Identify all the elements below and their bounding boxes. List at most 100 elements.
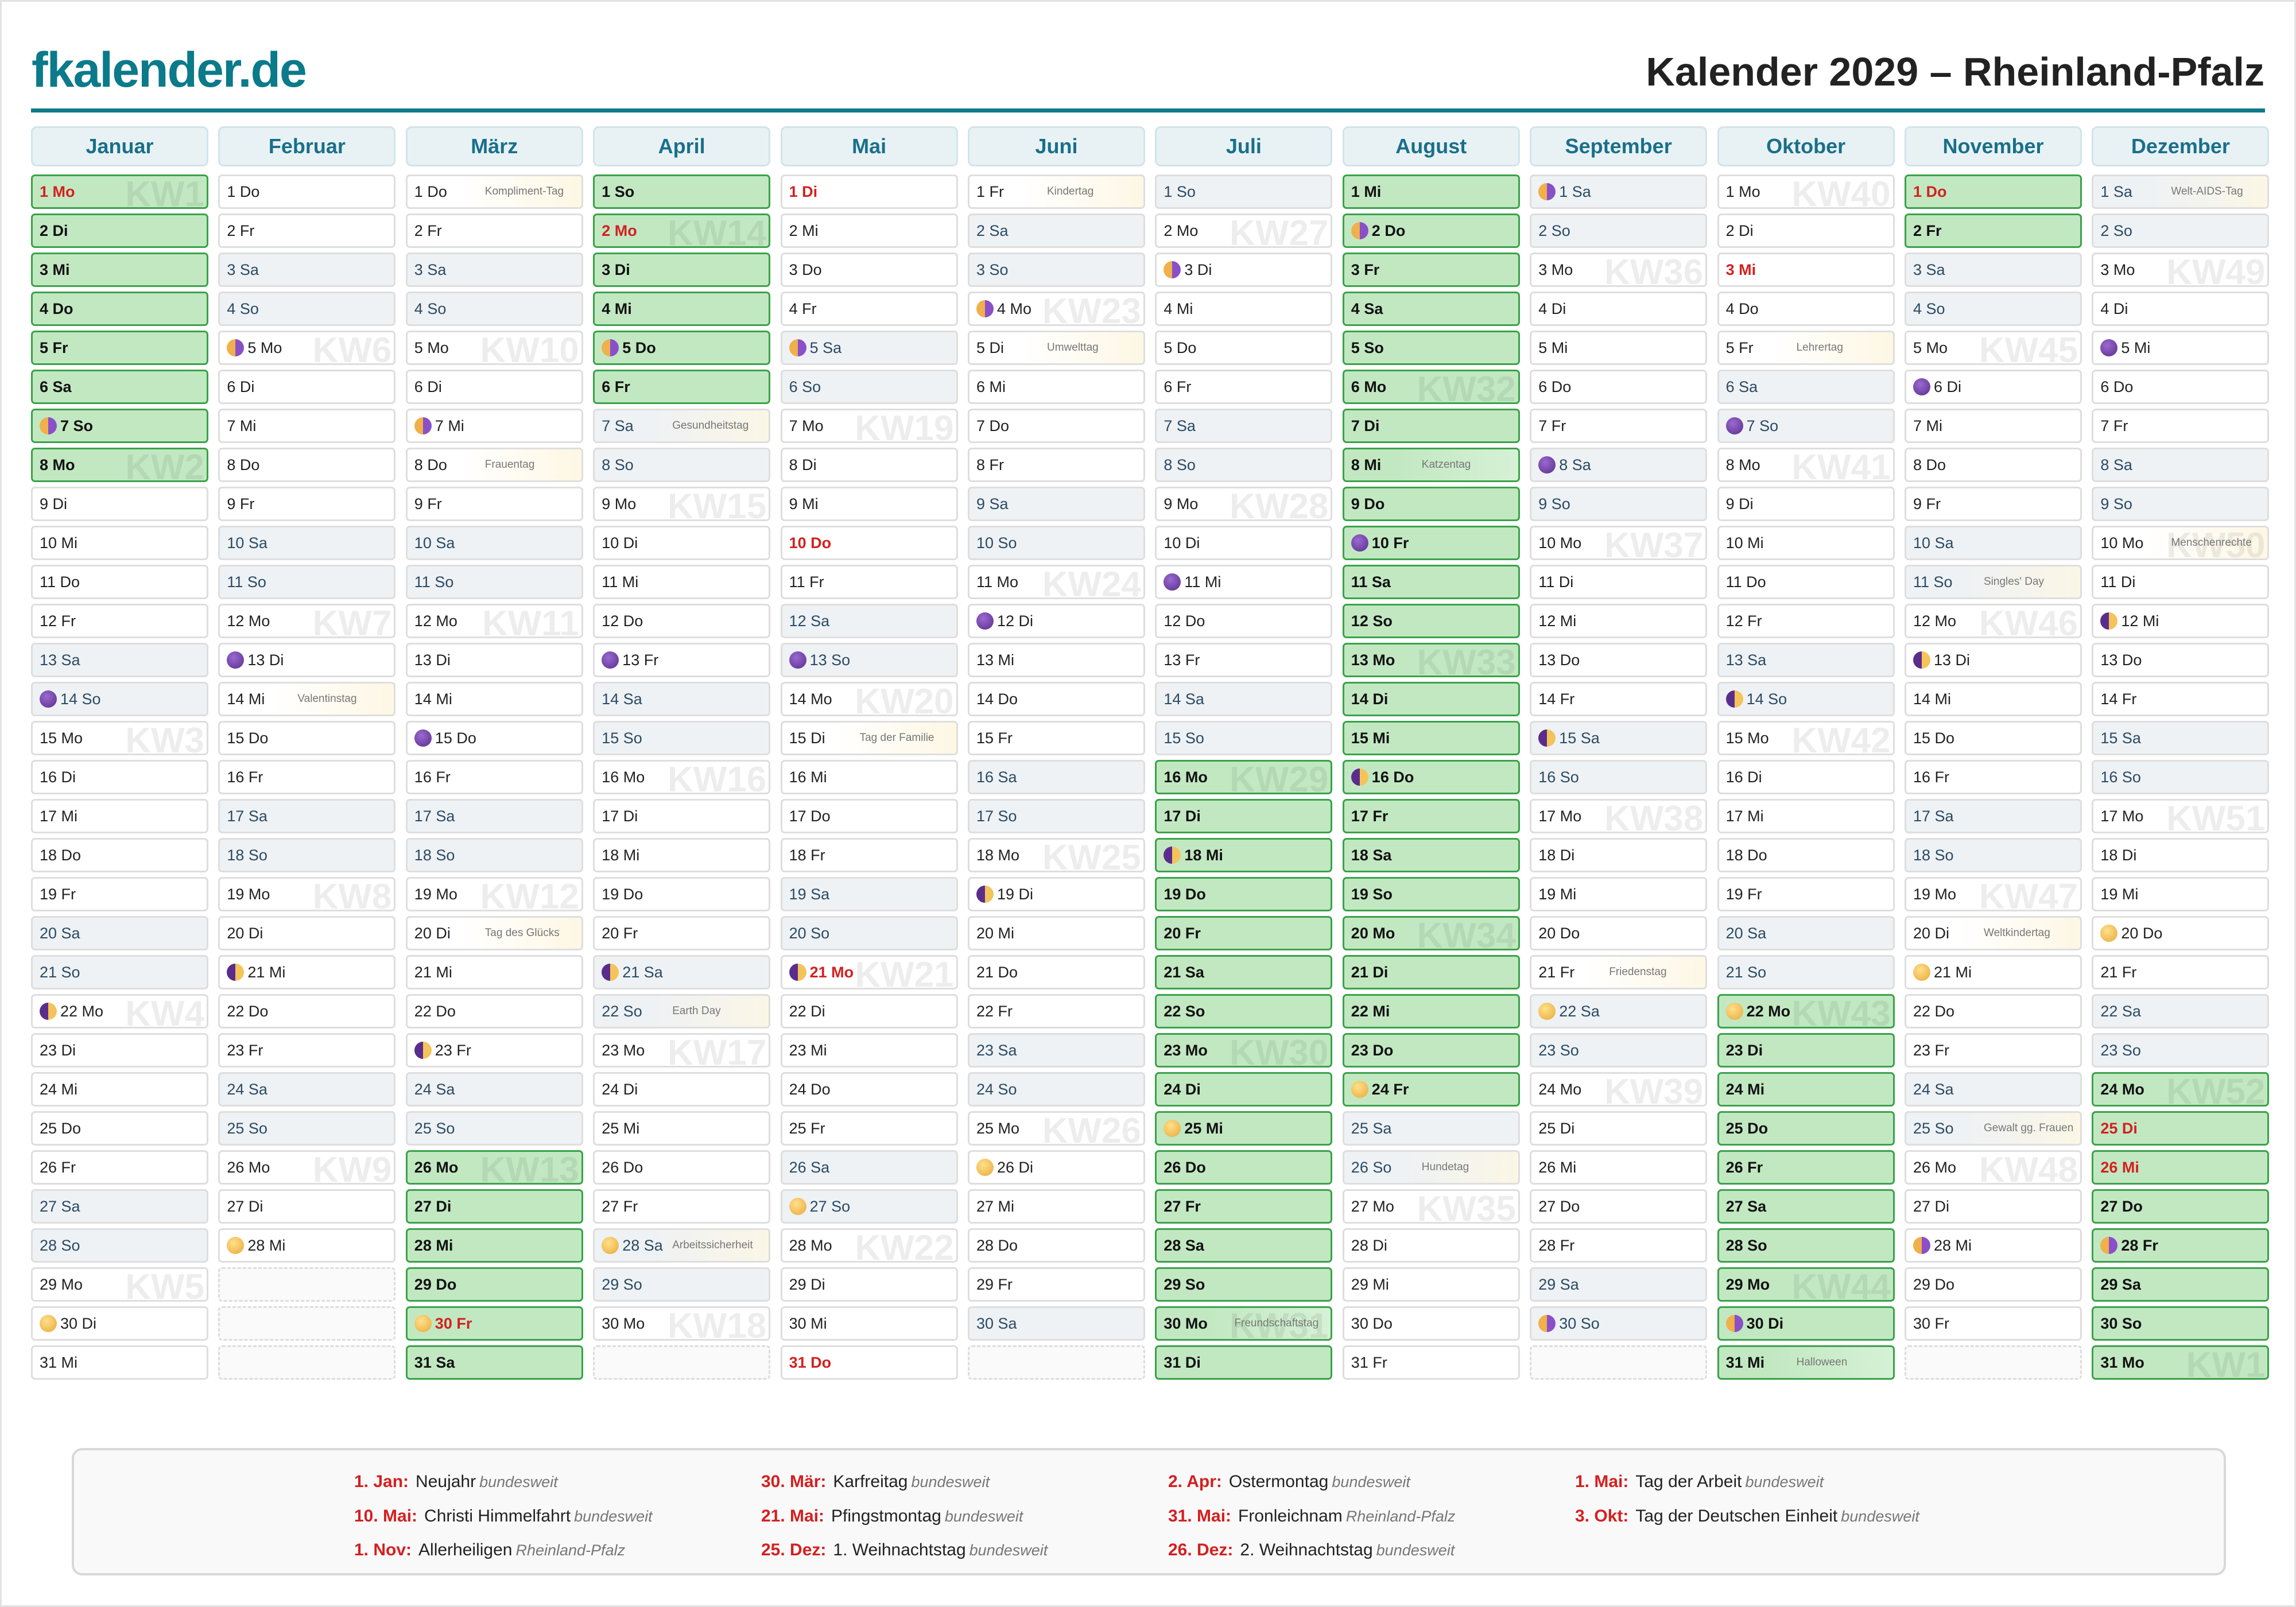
day-cell[interactable]: 6 Di xyxy=(1905,370,2082,404)
day-cell[interactable]: 22 Do xyxy=(218,994,396,1028)
day-cell[interactable]: 30 Di xyxy=(1717,1306,1895,1341)
day-cell[interactable]: 3 Sa xyxy=(405,253,583,287)
day-cell[interactable]: KW46 12 Mo xyxy=(1905,604,2082,638)
day-cell[interactable]: 14 Fr xyxy=(2092,682,2270,716)
day-cell[interactable]: KW8 19 Mo xyxy=(218,877,396,911)
day-cell[interactable]: 18 Fr xyxy=(780,838,958,872)
day-cell[interactable]: 16 Sa xyxy=(968,760,1145,794)
day-cell[interactable]: 27 Di xyxy=(405,1189,583,1224)
day-cell[interactable]: KW47 19 Mo xyxy=(1905,877,2082,911)
day-cell[interactable]: 14 Mi xyxy=(1905,682,2082,716)
day-cell[interactable]: 8 Sa xyxy=(2092,448,2270,482)
day-cell[interactable]: 20 Do xyxy=(1530,916,1708,950)
day-cell[interactable]: KW28 9 Mo xyxy=(1155,487,1333,521)
day-cell[interactable]: KW40 1 Mo xyxy=(1717,174,1895,209)
day-cell[interactable]: 2 Mi xyxy=(780,214,958,248)
day-cell[interactable]: 14 Sa xyxy=(1155,682,1333,716)
day-cell[interactable]: 10 Do xyxy=(780,526,958,560)
day-cell[interactable]: 3 Sa xyxy=(1905,253,2082,287)
day-cell[interactable]: 29 Do xyxy=(405,1267,583,1302)
day-cell[interactable]: 1 Do xyxy=(1905,174,2082,209)
day-cell[interactable]: 8 Do xyxy=(218,448,396,482)
day-cell[interactable]: 30 Mi xyxy=(780,1306,958,1341)
day-cell[interactable]: KW44 29 Mo xyxy=(1717,1267,1895,1302)
day-cell[interactable]: 20 Di xyxy=(218,916,396,950)
day-cell[interactable]: KW25 18 Mo xyxy=(968,838,1145,872)
day-cell[interactable]: 31 Mi xyxy=(31,1345,208,1380)
day-cell[interactable]: 18 Mi xyxy=(593,838,771,872)
day-cell[interactable]: KW43 22 Mo xyxy=(1717,994,1895,1028)
day-cell[interactable]: 16 Di xyxy=(1717,760,1895,794)
day-cell[interactable]: 6 Do xyxy=(1530,370,1708,404)
day-cell[interactable]: KW2 8 Mo xyxy=(31,448,208,482)
day-cell[interactable]: 22 So Earth Day xyxy=(593,994,771,1028)
day-cell[interactable]: 15 Di Tag der Familie xyxy=(780,721,958,755)
day-cell[interactable]: 16 Fr xyxy=(1905,760,2082,794)
day-cell[interactable]: 14 Mi Valentinstag xyxy=(218,682,396,716)
day-cell[interactable]: 1 So xyxy=(1155,174,1333,209)
day-cell[interactable]: 2 Do xyxy=(1342,214,1520,248)
day-cell[interactable]: 23 Fr xyxy=(1905,1033,2082,1068)
day-cell[interactable]: 13 Di xyxy=(218,643,396,677)
day-cell[interactable]: 1 Fr Kindertag xyxy=(968,174,1145,209)
day-cell[interactable]: 9 So xyxy=(2092,487,2270,521)
day-cell[interactable]: 1 Sa Welt-AIDS-Tag xyxy=(2092,174,2270,209)
day-cell[interactable]: KW3 15 Mo xyxy=(31,721,208,755)
day-cell[interactable]: 27 Sa xyxy=(31,1189,208,1224)
day-cell[interactable]: 16 Di xyxy=(31,760,208,794)
day-cell[interactable]: KW4 22 Mo xyxy=(31,994,208,1028)
day-cell[interactable]: 25 Do xyxy=(1717,1111,1895,1146)
day-cell[interactable]: KW15 9 Mo xyxy=(593,487,771,521)
day-cell[interactable]: 31 Mi Halloween xyxy=(1717,1345,1895,1380)
day-cell[interactable]: 2 Fr xyxy=(1905,214,2082,248)
day-cell[interactable]: 21 Di xyxy=(1342,955,1520,989)
day-cell[interactable]: 17 Fr xyxy=(1342,799,1520,833)
day-cell[interactable]: 24 Di xyxy=(593,1072,771,1107)
day-cell[interactable]: 2 Sa xyxy=(968,214,1145,248)
day-cell[interactable]: 6 Di xyxy=(405,370,583,404)
day-cell[interactable]: 20 Do xyxy=(2092,916,2270,950)
day-cell[interactable]: 29 Fr xyxy=(968,1267,1145,1302)
day-cell[interactable]: KW21 21 Mo xyxy=(780,955,958,989)
day-cell[interactable]: 20 Fr xyxy=(593,916,771,950)
day-cell[interactable]: 23 Mi xyxy=(780,1033,958,1068)
day-cell[interactable]: 26 Mi xyxy=(1530,1150,1708,1185)
day-cell[interactable]: 14 Sa xyxy=(593,682,771,716)
day-cell[interactable]: 20 So xyxy=(780,916,958,950)
day-cell[interactable]: 11 Do xyxy=(31,565,208,599)
day-cell[interactable]: 22 Do xyxy=(1905,994,2082,1028)
day-cell[interactable]: 11 So xyxy=(405,565,583,599)
day-cell[interactable]: KW30 23 Mo xyxy=(1155,1033,1333,1068)
day-cell[interactable]: 15 Sa xyxy=(1530,721,1708,755)
day-cell[interactable]: 9 So xyxy=(1530,487,1708,521)
day-cell[interactable]: 9 Di xyxy=(31,487,208,521)
day-cell[interactable]: 19 Fr xyxy=(1717,877,1895,911)
day-cell[interactable]: 11 Mi xyxy=(593,565,771,599)
day-cell[interactable]: 7 Do xyxy=(968,409,1145,443)
day-cell[interactable]: KW41 8 Mo xyxy=(1717,448,1895,482)
day-cell[interactable]: 7 Fr xyxy=(2092,409,2270,443)
day-cell[interactable]: 24 Mi xyxy=(1717,1072,1895,1107)
day-cell[interactable]: 3 Di xyxy=(593,253,771,287)
day-cell[interactable]: 20 Di Weltkindertag xyxy=(1905,916,2082,950)
day-cell[interactable]: 20 Fr xyxy=(1155,916,1333,950)
day-cell[interactable]: 15 Fr xyxy=(968,721,1145,755)
day-cell[interactable]: 1 So xyxy=(593,174,771,209)
day-cell[interactable]: 25 Di xyxy=(1530,1111,1708,1146)
day-cell[interactable]: 6 Do xyxy=(2092,370,2270,404)
day-cell[interactable]: 17 Di xyxy=(1155,799,1333,833)
day-cell[interactable]: KW24 11 Mo xyxy=(968,565,1145,599)
day-cell[interactable]: 19 Do xyxy=(1155,877,1333,911)
day-cell[interactable]: 13 Fr xyxy=(593,643,771,677)
day-cell[interactable]: 24 Di xyxy=(1155,1072,1333,1107)
day-cell[interactable]: KW31 30 Mo Freundschaftstag xyxy=(1155,1306,1333,1341)
day-cell[interactable]: 3 Di xyxy=(1155,253,1333,287)
day-cell[interactable]: 12 Mi xyxy=(2092,604,2270,638)
day-cell[interactable]: 21 So xyxy=(31,955,208,989)
day-cell[interactable]: 30 Di xyxy=(31,1306,208,1341)
day-cell[interactable]: 1 Do xyxy=(218,174,396,209)
day-cell[interactable]: 8 Sa xyxy=(1530,448,1708,482)
day-cell[interactable]: 11 Sa xyxy=(1342,565,1520,599)
day-cell[interactable]: 11 Fr xyxy=(780,565,958,599)
day-cell[interactable]: 15 Do xyxy=(218,721,396,755)
